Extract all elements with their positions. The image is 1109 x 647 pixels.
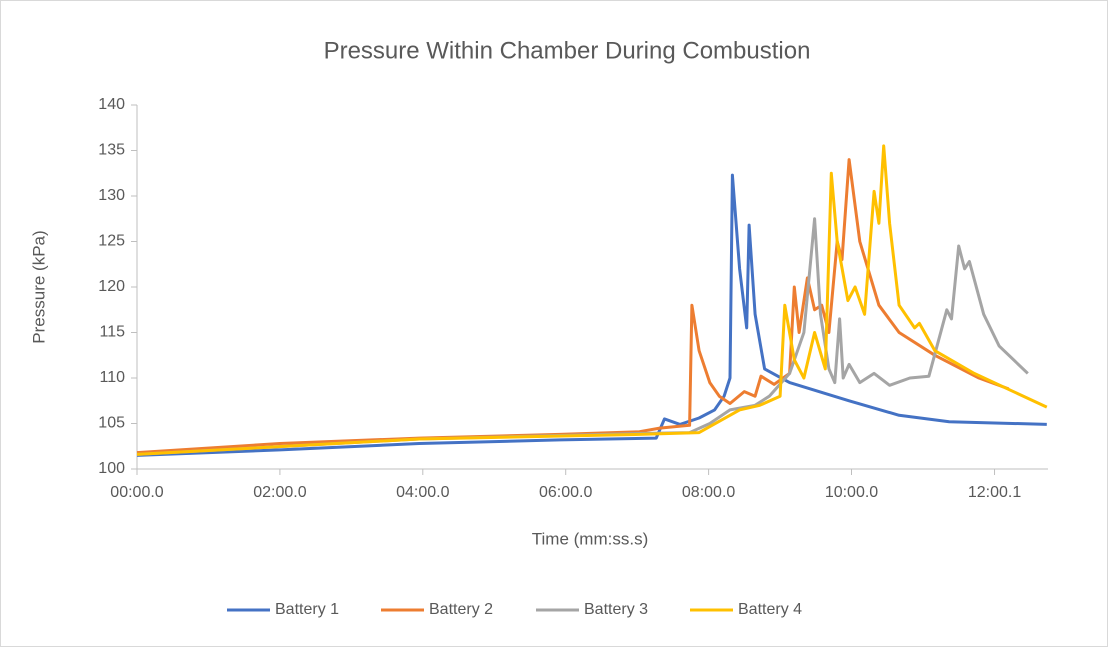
y-tick-label: 110 bbox=[99, 369, 125, 386]
x-tick-label: 02:00.0 bbox=[253, 484, 306, 501]
y-tick-label: 140 bbox=[98, 96, 125, 113]
x-tick-label: 08:00.0 bbox=[682, 484, 735, 501]
y-tick-label: 125 bbox=[98, 233, 125, 250]
y-tick-label: 105 bbox=[98, 415, 125, 432]
legend-label: Battery 2 bbox=[429, 601, 493, 618]
line-series bbox=[136, 217, 1029, 456]
x-tick-label: 12:00.1 bbox=[968, 484, 1021, 501]
x-tick-label: 06:00.0 bbox=[539, 484, 592, 501]
legend-label: Battery 1 bbox=[275, 601, 339, 618]
y-tick-label: 115 bbox=[99, 324, 125, 341]
x-tick-label: 00:00.0 bbox=[110, 484, 163, 501]
x-tick-label: 04:00.0 bbox=[396, 484, 449, 501]
legend-label: Battery 3 bbox=[584, 601, 648, 618]
y-tick-label: 135 bbox=[98, 142, 125, 159]
y-axis-title: Pressure (kPa) bbox=[29, 230, 48, 343]
y-tick-label: 100 bbox=[98, 460, 125, 477]
y-tick-label: 130 bbox=[98, 187, 125, 204]
y-tick-label: 120 bbox=[98, 278, 125, 295]
x-tick-label: 10:00.0 bbox=[825, 484, 878, 501]
line-series bbox=[136, 173, 1047, 457]
legend-label: Battery 4 bbox=[738, 601, 802, 618]
chart-title: Pressure Within Chamber During Combustio… bbox=[324, 37, 811, 64]
line-series bbox=[136, 144, 1048, 456]
x-axis-title: Time (mm:ss.s) bbox=[532, 529, 648, 548]
